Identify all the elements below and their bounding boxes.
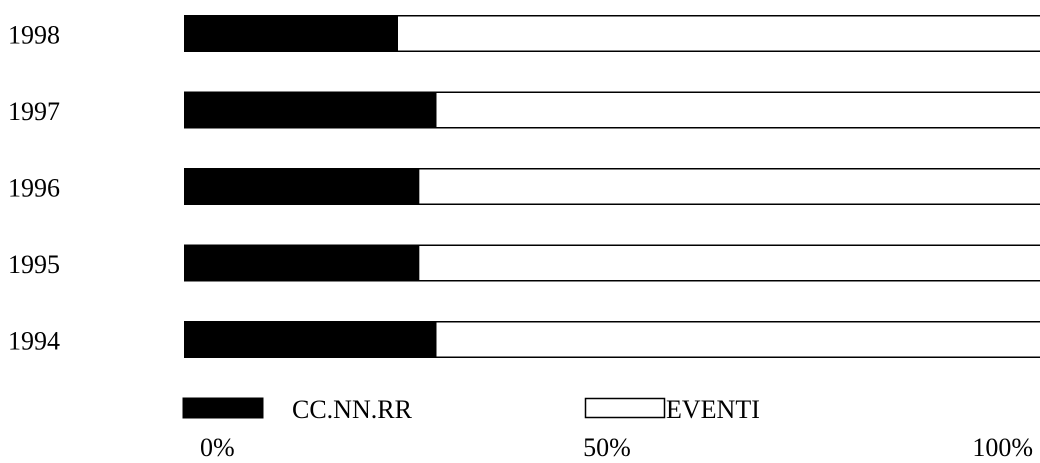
category-label-1995: 1995 [8,250,60,279]
x-tick-label-100: 100% [972,433,1033,462]
x-tick-label-0: 0% [200,433,235,462]
category-label-1998: 1998 [8,21,60,50]
legend-swatch-cc-nn-rr [182,397,264,419]
bar-segment-cc-nn-rr-1997 [184,91,437,129]
bar-segment-cc-nn-rr-1994 [184,321,437,358]
legend-label-eventi: EVENTI [666,395,760,424]
legend-label-cc-nn-rr: CC.NN.RR [292,395,413,424]
bar-segment-eventi-1994 [436,321,1040,358]
category-label-1994: 1994 [8,327,60,356]
bar-segment-eventi-1998 [398,15,1040,52]
bars [184,15,1040,358]
bar-segment-cc-nn-rr-1996 [184,168,420,205]
bar-segment-eventi-1996 [419,168,1040,205]
category-label-1997: 1997 [8,97,60,126]
legend-swatch-eventi [584,397,666,419]
bar-segment-eventi-1997 [436,91,1040,129]
legend: CC.NN.RR EVENTI [182,395,760,424]
category-label-1996: 1996 [8,174,60,203]
category-labels: 1998 1997 1996 1995 1994 [8,21,60,356]
bar-segment-cc-nn-rr-1998 [184,15,398,52]
x-axis-tick-labels: 0% 50% 100% [200,433,1033,462]
bar-segment-cc-nn-rr-1995 [184,244,420,282]
bar-segment-eventi-1995 [419,244,1040,282]
x-tick-label-50: 50% [583,433,631,462]
